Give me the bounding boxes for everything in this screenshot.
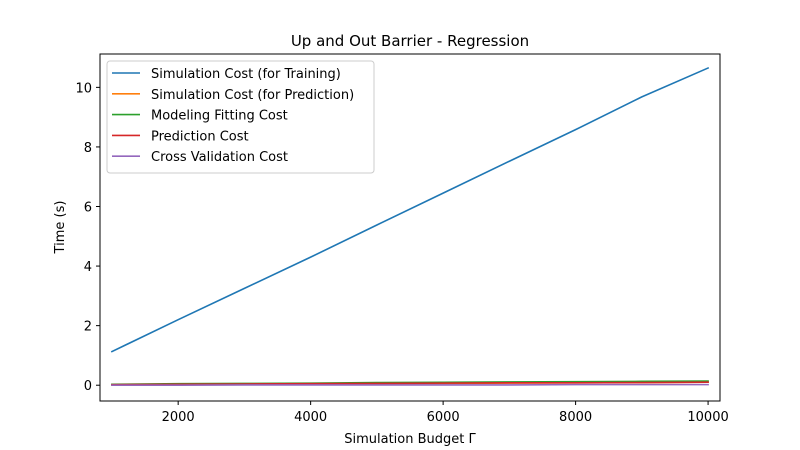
legend-label-0: Simulation Cost (for Training) xyxy=(151,67,341,82)
y-tick-label-2: 4 xyxy=(84,260,92,275)
chart-title: Up and Out Barrier - Regression xyxy=(291,32,529,50)
x-tick-label-0: 2000 xyxy=(162,410,195,425)
y-tick-label-5: 10 xyxy=(75,81,92,96)
x-tick-label-4: 10000 xyxy=(687,410,728,425)
y-axis-title: Time (s) xyxy=(53,201,68,255)
legend: Simulation Cost (for Training) Simulation… xyxy=(106,60,375,174)
plot-frame xyxy=(99,53,721,402)
legend-label-3: Prediction Cost xyxy=(151,129,249,144)
legend-label-2: Modeling Fitting Cost xyxy=(151,109,288,124)
y-tick-label-3: 6 xyxy=(84,201,92,216)
legend-label-1: Simulation Cost (for Prediction) xyxy=(151,88,354,103)
x-tick-label-1: 4000 xyxy=(294,410,327,425)
y-tick-label-0: 0 xyxy=(84,379,92,394)
plot-lines xyxy=(110,66,710,387)
x-axis-title: Simulation Budget Γ xyxy=(344,432,476,447)
series-line-0 xyxy=(110,66,710,353)
legend-label-4: Cross Validation Cost xyxy=(151,150,288,165)
x-tick-label-2: 6000 xyxy=(427,410,460,425)
y-tick-label-4: 8 xyxy=(84,141,92,156)
legend-box xyxy=(106,60,375,174)
x-axis: 2000 4000 6000 8000 10000 xyxy=(162,401,729,425)
series-line-3 xyxy=(111,381,709,386)
y-tick-label-1: 2 xyxy=(84,320,92,335)
y-axis: 0 2 4 6 8 10 xyxy=(75,81,100,394)
series-line-4 xyxy=(111,383,709,387)
x-tick-label-3: 8000 xyxy=(559,410,592,425)
